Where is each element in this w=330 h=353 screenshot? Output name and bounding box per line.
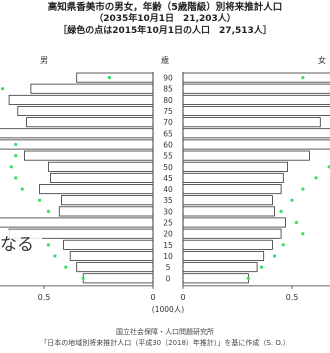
female-bar-55 xyxy=(182,150,310,161)
age-tick-0: 0 xyxy=(166,274,171,283)
female-bar-25 xyxy=(182,217,286,228)
female-2015-dot-40 xyxy=(301,187,305,191)
male-bar-75 xyxy=(17,106,154,117)
male-bar-60 xyxy=(0,139,154,150)
male-bar-55 xyxy=(23,150,154,161)
age-tick-45: 45 xyxy=(163,174,173,183)
age-tick-5: 5 xyxy=(166,263,171,272)
age-tick-20: 20 xyxy=(163,230,173,239)
male-2015-dot-35 xyxy=(38,198,42,202)
male-2015-dot-55 xyxy=(14,154,18,158)
female-2015-dot-45 xyxy=(314,176,318,180)
title-line-2: （2035年10月1日 21,203人） xyxy=(94,14,236,24)
age-tick-65: 65 xyxy=(163,129,173,138)
source-line-1: 国立社会保障・人口問題研究所 xyxy=(116,328,214,336)
male-bar-25 xyxy=(0,217,154,228)
female-2015-dot-30 xyxy=(279,209,283,213)
male-bar-50 xyxy=(48,161,154,172)
age-tick-75: 75 xyxy=(163,107,173,116)
female-bar-60 xyxy=(182,139,330,150)
age-label: 歳 xyxy=(161,56,169,65)
source-line-2: 「日本の地域別将来推計人口（平成30（2018）年推計）」を基に作成（S. O.… xyxy=(40,339,290,347)
male-2015-dot-30 xyxy=(46,209,51,213)
x-tick-label-female-0: 0 xyxy=(180,293,185,302)
male-2015-dot-15 xyxy=(46,243,51,247)
female-bar-15 xyxy=(182,239,273,250)
male-bar-15 xyxy=(63,239,154,250)
age-tick-50: 50 xyxy=(163,163,173,172)
male-2015-dot-85 xyxy=(0,87,5,91)
title-line-1: 高知県香美市の男女，年齢（5歳階級）別将来推計人口 xyxy=(47,2,283,13)
age-tick-15: 15 xyxy=(163,241,173,250)
male-bar-30 xyxy=(58,206,154,217)
male-bar-0 xyxy=(82,273,154,284)
male-bar-85 xyxy=(30,83,154,94)
male-2015-dot-60 xyxy=(14,142,18,147)
age-tick-70: 70 xyxy=(163,118,173,127)
female-bar-45 xyxy=(182,172,284,183)
male-2015-dot-5 xyxy=(64,265,68,269)
age-tick-80: 80 xyxy=(163,96,173,105)
age-tick-30: 30 xyxy=(163,207,173,216)
female-bar-70 xyxy=(182,117,321,128)
age-tick-25: 25 xyxy=(163,219,173,228)
female-2015-dot-0 xyxy=(246,276,250,280)
age-tick-35: 35 xyxy=(163,196,173,205)
female-2015-dot-15 xyxy=(281,243,285,247)
female-2015-dot-50 xyxy=(327,165,330,169)
age-tick-40: 40 xyxy=(163,185,173,194)
female-2015-dot-35 xyxy=(290,198,294,202)
female-bar-40 xyxy=(182,184,282,195)
female-2015-dot-5 xyxy=(259,265,264,269)
male-bar-35 xyxy=(61,195,154,206)
female-bar-80 xyxy=(182,94,330,105)
female-bar-35 xyxy=(182,195,273,206)
female-bar-0 xyxy=(182,273,249,284)
female-bar-50 xyxy=(182,161,288,172)
female-2015-dot-25 xyxy=(294,220,298,225)
title-line-3: ［緑色の点は2015年10月1日の人口 27,513人］ xyxy=(58,25,272,36)
x-tick-label-female-0.5: 0.5 xyxy=(286,293,299,302)
overlay-text: なる xyxy=(0,230,42,255)
male-2015-dot-45 xyxy=(14,176,18,180)
female-bar-10 xyxy=(182,250,265,261)
male-bar-5 xyxy=(76,262,154,273)
male-bar-10 xyxy=(69,250,154,261)
female-bar-5 xyxy=(182,262,258,273)
x-tick-label-male-0.5: 0.5 xyxy=(38,293,51,302)
male-2015-dot-90 xyxy=(107,76,111,80)
female-bar-90 xyxy=(182,72,330,83)
female-2015-dot-10 xyxy=(273,254,277,258)
male-bar-80 xyxy=(8,94,154,105)
male-2015-dot-50 xyxy=(9,165,13,169)
age-tick-55: 55 xyxy=(163,152,173,161)
female-label: 女 xyxy=(318,56,326,65)
male-label: 男 xyxy=(40,56,48,65)
female-bar-20 xyxy=(182,228,282,239)
age-tick-90: 90 xyxy=(163,74,173,83)
male-2015-dot-10 xyxy=(53,254,57,258)
male-bar-40 xyxy=(39,184,154,195)
male-2015-dot-0 xyxy=(81,276,85,280)
male-bar-90 xyxy=(76,72,154,83)
x-unit-label: (1000人) xyxy=(152,305,185,314)
male-bar-70 xyxy=(26,117,154,128)
age-tick-10: 10 xyxy=(163,252,173,261)
male-bar-65 xyxy=(0,128,154,139)
age-tick-60: 60 xyxy=(163,141,173,150)
age-tick-85: 85 xyxy=(163,85,173,94)
chart-title: 高知県香美市の男女，年齢（5歳階級）別将来推計人口 （2035年10月1日 21… xyxy=(0,2,330,37)
female-bar-75 xyxy=(182,106,330,117)
female-2015-dot-20 xyxy=(301,232,305,236)
male-2015-dot-40 xyxy=(20,187,24,191)
female-bar-30 xyxy=(182,206,275,217)
male-bar-45 xyxy=(50,172,154,183)
female-bar-85 xyxy=(182,83,330,94)
x-tick-label-male-0: 0 xyxy=(150,293,155,302)
female-2015-dot-90 xyxy=(301,76,305,80)
female-bar-65 xyxy=(182,128,330,139)
